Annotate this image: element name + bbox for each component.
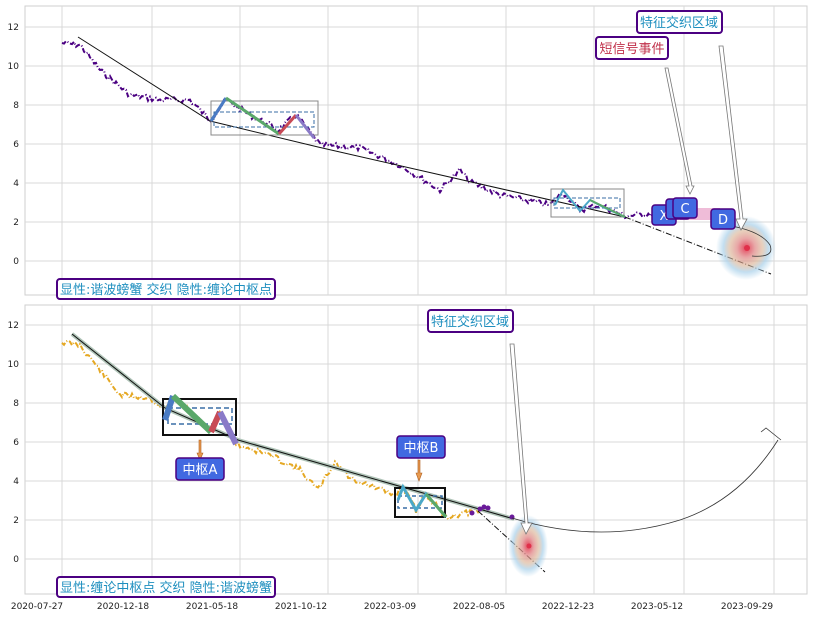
top-pivot-box-1: [209, 96, 319, 139]
bottom-pivot-box-a: [162, 393, 239, 446]
top-annotation-feature: 特征交织区域: [636, 10, 723, 34]
bottom-signal-dots: [469, 504, 515, 520]
y-tick-label: 4: [13, 179, 19, 189]
bottom-annotation-zsb-label: 中枢B: [404, 441, 439, 456]
x-tick-label: 2022-12-23: [542, 602, 594, 612]
bottom-arrow-zsa: [196, 439, 204, 461]
bottom-wave-a-4: [217, 410, 239, 446]
top-y-ticks: 0 2 4 6 8 10 12: [8, 23, 20, 267]
x-tick-label: 2023-05-12: [631, 602, 683, 612]
top-trend-line: [77, 36, 626, 218]
signal-dot: [469, 510, 475, 516]
top-wave-2-green: [589, 199, 626, 218]
top-feature-center: [744, 245, 750, 251]
y-tick-label: 0: [13, 257, 19, 267]
bottom-pivot-box-b-frame: [394, 487, 446, 518]
x-tick-label: 2021-10-12: [275, 602, 327, 612]
bottom-annotation-zsb-box: [396, 435, 446, 459]
bottom-grid: [25, 305, 807, 594]
bottom-x-ticks: 2020-07-27 2020-12-18 2021-05-18 2021-10-12…: [11, 602, 774, 612]
y-tick-label: 12: [8, 321, 19, 331]
top-pivot-box-2: [550, 188, 626, 218]
top-wave-c-d: [294, 114, 316, 139]
top-annotation-x-label: X: [660, 209, 669, 224]
bottom-legend-box: [56, 576, 276, 598]
bottom-pivot-box-b-inner: [397, 495, 443, 509]
top-pivot-box-1-inner: [213, 111, 315, 128]
y-tick-label: 0: [13, 555, 19, 565]
top-pivot-box-1-frame: [210, 100, 319, 136]
top-wave-x-a: [209, 97, 228, 122]
top-annotation-sms-label: 短信号事件: [599, 42, 664, 57]
bottom-curve: [511, 439, 779, 533]
signal-dot: [485, 505, 491, 511]
bottom-pivot-box-b: [394, 483, 448, 518]
bottom-curve-tip: [760, 427, 782, 441]
top-annotation-c: C: [665, 197, 698, 220]
bottom-wave-a-1: [162, 395, 176, 421]
y-tick-label: 8: [13, 399, 19, 409]
top-arrow-sms: [664, 67, 695, 195]
x-tick-label: 2022-03-09: [364, 602, 417, 612]
top-pivot-box-2-inner: [553, 197, 621, 209]
bottom-legend-text: 显性:缠论中枢点 交织 隐性:谐波螃蟹: [60, 580, 272, 596]
x-tick-label: 2023-09-29: [721, 602, 774, 612]
bottom-annotation-feature-box: [427, 309, 514, 333]
bottom-legend: 显性:缠论中枢点 交织 隐性:谐波螃蟹: [56, 576, 276, 598]
bottom-wave-a-2: [170, 393, 214, 435]
top-wave-b-c: [277, 113, 298, 136]
top-annotation-d-label: D: [718, 213, 728, 228]
x-tick-label: 2022-08-05: [453, 602, 505, 612]
top-annotation-c-label: C: [680, 202, 689, 217]
top-plot-area: [24, 5, 808, 296]
top-pivot-box-2-frame: [550, 188, 625, 218]
y-tick-label: 10: [8, 360, 20, 370]
bottom-annotation-zsa-label: 中枢A: [183, 463, 218, 478]
y-tick-label: 10: [8, 62, 20, 72]
top-grid: [25, 6, 807, 295]
top-projection-line: [624, 216, 772, 275]
top-annotation-d: D: [710, 208, 736, 230]
bottom-panel: 0 2 4 6 8 10 12 2020-07-27 2020-12-18 2021-05-18…: [8, 304, 808, 612]
y-tick-label: 12: [8, 23, 19, 33]
top-arrow-feature: [718, 45, 748, 231]
top-annotation-feature-box: [636, 10, 723, 34]
bottom-feature-center: [526, 543, 532, 549]
signal-dot: [481, 504, 487, 510]
x-tick-label: 2021-05-18: [186, 602, 239, 612]
x-tick-label: 2020-12-18: [97, 602, 150, 612]
bottom-wave-b-green: [424, 493, 448, 518]
y-tick-label: 2: [13, 516, 19, 526]
bottom-arrow-feature: [509, 343, 533, 535]
top-panel: 0 2 4 6 8 10 12: [8, 5, 808, 300]
top-legend-box: [56, 278, 276, 300]
top-annotation-sms: 短信号事件: [595, 36, 669, 60]
x-tick-label: 2020-07-27: [11, 602, 63, 612]
top-legend-text: 显性:谐波螃蟹 交织 隐性:缠论中枢点: [60, 282, 272, 298]
y-tick-label: 6: [13, 140, 19, 150]
bottom-annotation-zsa-box: [175, 457, 225, 481]
top-annotation-c-box: [672, 197, 698, 219]
bottom-annotation-feature: 特征交织区域: [427, 309, 514, 333]
top-price-series: [61, 39, 689, 220]
y-tick-label: 4: [13, 477, 19, 487]
top-annotation-sms-box: [595, 36, 669, 60]
y-tick-label: 6: [13, 438, 19, 448]
top-wave-a-b: [225, 96, 280, 136]
bottom-annotation-feature-label: 特征交织区域: [431, 314, 509, 330]
y-tick-label: 2: [13, 218, 19, 228]
top-annotation-feature-label: 特征交织区域: [640, 15, 718, 31]
bottom-y-ticks: 0 2 4 6 8 10 12: [8, 321, 20, 565]
bottom-arrow-zsb: [415, 459, 423, 482]
signal-dot: [477, 506, 483, 512]
top-legend: 显性:谐波螃蟹 交织 隐性:缠论中枢点: [56, 278, 276, 300]
y-tick-label: 8: [13, 101, 19, 111]
bottom-annotation-zsa: 中枢A: [175, 457, 225, 481]
top-curve: [724, 224, 772, 257]
top-annotation-d-box: [710, 208, 736, 230]
bottom-annotation-zsb: 中枢B: [396, 435, 446, 459]
